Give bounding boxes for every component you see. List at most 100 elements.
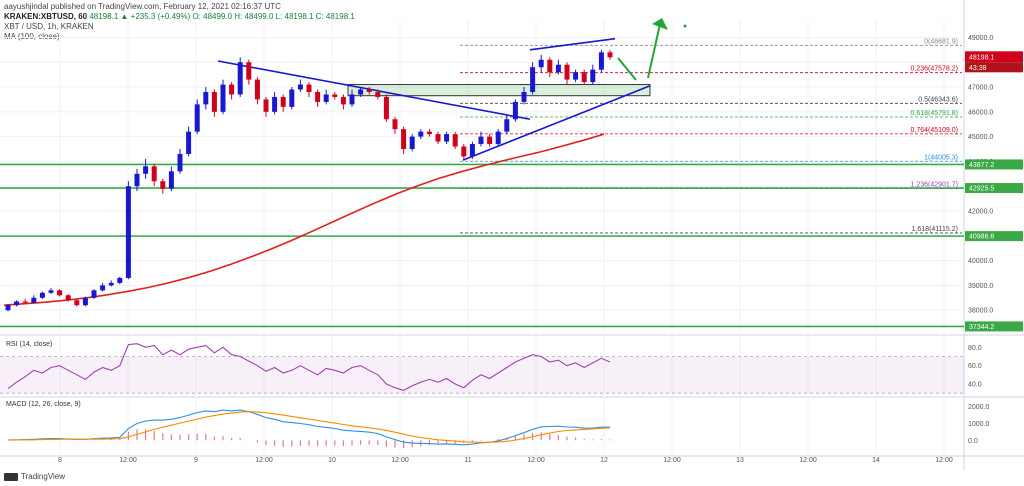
candle-body	[65, 295, 71, 301]
candle-body	[134, 173, 140, 187]
candle-body	[74, 300, 80, 306]
x-tick-label: 12:00	[527, 457, 545, 464]
x-tick-label: 10	[328, 457, 336, 464]
candle-body	[5, 305, 11, 311]
candle-body	[31, 297, 37, 303]
y-tick-label: 42000.0	[968, 208, 993, 215]
candle-body	[125, 186, 131, 278]
projection-up-arrow	[647, 23, 661, 79]
quote-change: 48198.1 ▲ +235.3 (+0.49%) O: 48499.0 H: …	[89, 12, 355, 21]
candle-body	[607, 52, 613, 58]
candle-body	[469, 144, 475, 157]
rsi-title: RSI (14, close)	[6, 341, 52, 348]
candle-body	[143, 166, 149, 174]
y-tick-label: 49000.0	[968, 35, 993, 42]
fib-level-label: 0(48681.9)	[924, 38, 958, 45]
candle-body	[297, 84, 303, 90]
fib-level-label: 0.236(47578.2)	[911, 66, 958, 73]
candle-body	[530, 67, 536, 92]
tradingview-logo-icon	[4, 472, 18, 481]
x-tick-label: 12:00	[391, 457, 409, 464]
candle-body	[521, 91, 527, 102]
candle-body	[211, 91, 217, 112]
macd-title: MACD (12, 26, close, 9)	[6, 401, 81, 408]
x-tick-label: 8	[58, 457, 62, 464]
rsi-tick-label: 80.0	[968, 345, 982, 352]
candle-body	[478, 136, 484, 145]
candle-body	[237, 62, 243, 95]
candle-body	[547, 59, 553, 73]
support-price-label: 37344.2	[969, 324, 994, 331]
candle-body	[323, 94, 329, 102]
candle-body	[452, 134, 458, 147]
y-tick-label: 47000.0	[968, 85, 993, 92]
footer-brand: TradingView	[21, 472, 66, 481]
y-tick-label: 39000.0	[968, 283, 993, 290]
support-price-tag	[965, 231, 1023, 242]
candle-body	[435, 134, 441, 142]
candle-body	[349, 94, 355, 105]
candle-body	[461, 146, 467, 157]
channel-upper-line	[529, 37, 616, 51]
macd-tick-label: 1000.0	[968, 421, 990, 428]
candle-body	[100, 285, 106, 291]
x-tick-label: 12:00	[663, 457, 681, 464]
candle-body	[332, 94, 338, 97]
rsi-tick-label: 40.0	[968, 382, 982, 389]
x-grid	[59, 20, 945, 456]
chart-title: XBT / USD, 1h, KRAKEN	[4, 22, 94, 31]
candle-body	[581, 72, 587, 83]
macd-tick-label: 0.0	[968, 438, 978, 445]
x-tick-label: 12:00	[255, 457, 273, 464]
candle-body	[194, 104, 200, 132]
y-tick-label: 38000.0	[968, 308, 993, 315]
candle-body	[426, 131, 432, 135]
candle-body	[392, 119, 398, 130]
candle-body	[409, 136, 415, 150]
candles	[5, 49, 613, 312]
candle-body	[39, 292, 45, 298]
macd-tick-label: 2000.0	[968, 404, 990, 411]
support-price-label: 40986.6	[969, 234, 994, 241]
y-tick-label: 45000.0	[968, 134, 993, 141]
candle-body	[418, 131, 424, 137]
ma-legend: MA (100, close)	[4, 32, 60, 41]
candle-body	[289, 89, 295, 107]
candle-body	[82, 297, 88, 306]
x-tick-label: 11	[464, 457, 471, 464]
candle-body	[229, 84, 235, 95]
fib-level-label: 1(44005.3)	[924, 154, 958, 161]
candle-body	[538, 59, 544, 68]
arrow-head-icon	[652, 18, 668, 30]
countdown-tag	[965, 62, 1023, 73]
candle-body	[186, 131, 192, 154]
candle-body	[108, 282, 114, 286]
candle-body	[366, 89, 372, 92]
candle-body	[306, 84, 312, 92]
support-price-label: 43877.2	[969, 162, 994, 169]
candle-body	[573, 72, 579, 80]
candle-body	[203, 91, 209, 105]
rising-support-line	[462, 85, 651, 161]
candle-body	[487, 136, 493, 145]
x-tick-label: 12:00	[935, 457, 953, 464]
candle-body	[14, 301, 20, 306]
candle-body	[151, 166, 157, 182]
last-price-label: 48198.1	[969, 54, 994, 61]
countdown-label: 43:38	[969, 65, 987, 72]
ma100-line	[3, 133, 605, 306]
y-tick-label: 40000.0	[968, 258, 993, 265]
x-tick-label: 13	[736, 457, 744, 464]
bearish-trend-line	[217, 60, 531, 121]
candle-body	[168, 171, 174, 189]
symbol-label: KRAKEN:XBTUSD, 60	[4, 12, 88, 21]
publisher-line: aayushjindal published on TradingView.co…	[4, 2, 281, 11]
x-tick-label: 12	[600, 457, 608, 464]
candle-body	[444, 134, 450, 142]
candle-body	[375, 91, 381, 97]
candle-body	[160, 181, 166, 189]
candle-body	[91, 290, 97, 298]
candle-body	[504, 119, 510, 132]
fib-level-label: 0.764(45109.0)	[911, 127, 958, 134]
